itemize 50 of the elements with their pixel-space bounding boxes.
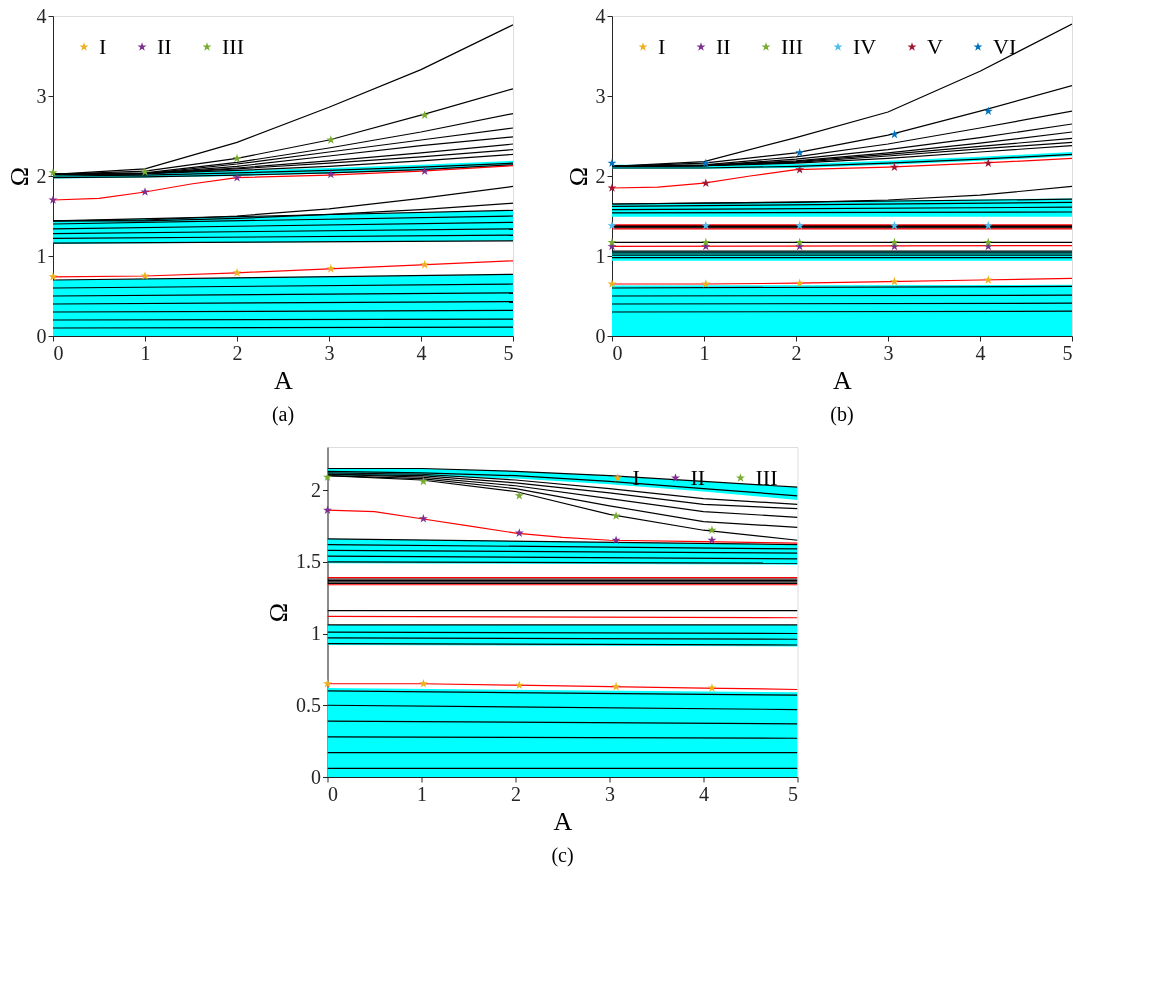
y-tick-label: 1 (311, 622, 321, 645)
x-tick-label: 5 (503, 341, 514, 364)
legend-label: III (755, 465, 778, 490)
x-axis-title: A (274, 365, 294, 395)
y-tick-label: 0.5 (296, 693, 321, 716)
y-tick-label: 2 (311, 478, 321, 501)
x-axis-title: A (553, 806, 573, 836)
y-tick-label: 3 (595, 84, 606, 107)
y-axis-title: Ω (4, 166, 34, 187)
x-tick-label: 1 (417, 782, 427, 805)
y-tick-label: 4 (36, 4, 47, 27)
x-tick-label: 4 (416, 341, 427, 364)
y-tick-label: 2 (595, 164, 606, 187)
legend-label: V (927, 34, 943, 59)
legend-label: II (716, 34, 731, 59)
y-tick-label: 0 (595, 324, 606, 347)
y-tick-label: 0 (36, 324, 47, 347)
text: (b) (830, 403, 854, 426)
y-tick-label: 1.5 (296, 550, 321, 573)
x-tick-label: 1 (140, 341, 151, 364)
x-tick-label: 0 (612, 341, 623, 364)
text: (c) (551, 844, 574, 867)
x-tick-label: 4 (699, 782, 709, 805)
y-tick-label: 2 (36, 164, 47, 187)
y-tick-label: 1 (595, 244, 606, 267)
y-tick-label: 0 (311, 765, 321, 788)
x-tick-label: 4 (975, 341, 986, 364)
legend-label: II (157, 34, 172, 59)
legend-label: I (99, 34, 107, 59)
y-tick-label: 3 (36, 84, 47, 107)
y-axis-title: Ω (264, 602, 293, 623)
y-tick-label: 1 (36, 244, 47, 267)
text: (a) (271, 403, 295, 426)
x-tick-label: 5 (788, 782, 798, 805)
legend-label: III (781, 34, 803, 59)
legend-label: I (658, 34, 666, 59)
x-tick-label: 2 (511, 782, 521, 805)
y-tick-label: 4 (595, 4, 606, 27)
x-axis-title: A (833, 365, 853, 395)
x-tick-label: 5 (1062, 341, 1073, 364)
x-tick-label: 1 (699, 341, 710, 364)
x-tick-label: 0 (53, 341, 64, 364)
legend-label: IV (853, 34, 877, 59)
x-tick-label: 2 (791, 341, 802, 364)
x-tick-label: 2 (232, 341, 243, 364)
legend-label: III (222, 34, 244, 59)
y-axis-title: Ω (563, 166, 593, 187)
x-tick-label: 3 (883, 341, 894, 364)
x-tick-label: 0 (328, 782, 338, 805)
legend-label: VI (993, 34, 1017, 59)
